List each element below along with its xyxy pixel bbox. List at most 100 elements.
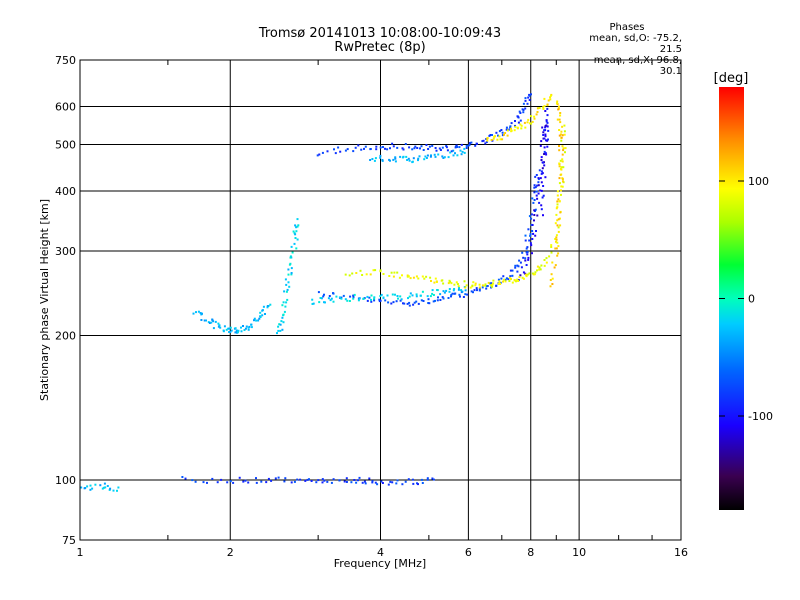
echo-point	[290, 273, 293, 276]
echo-point	[408, 301, 411, 304]
echo-point	[89, 488, 92, 491]
echo-point	[561, 158, 564, 161]
echo-point	[529, 234, 532, 237]
echo-point	[530, 115, 533, 118]
echo-point	[528, 94, 531, 97]
echo-point	[544, 125, 547, 127]
echo-point	[528, 215, 531, 218]
echo-point	[546, 125, 549, 128]
echo-point	[374, 269, 377, 272]
echo-point	[250, 323, 253, 326]
x-tick-label: 10	[572, 546, 586, 559]
echo-point	[348, 300, 351, 302]
echo-point	[560, 139, 563, 142]
echo-point	[287, 281, 290, 284]
echo-point	[517, 280, 520, 282]
echo-point	[555, 213, 558, 216]
echo-point	[370, 298, 372, 301]
echo-point	[212, 327, 215, 330]
phase-stats-o: mean, sd,O: -75.2, 21.5	[589, 33, 682, 55]
echo-point	[427, 148, 430, 150]
echo-point	[474, 144, 477, 147]
echo-point	[521, 251, 524, 254]
echo-point	[433, 153, 436, 156]
echo-point	[311, 298, 314, 301]
echo-point	[560, 166, 563, 169]
echo-point	[558, 165, 561, 168]
echo-point	[374, 481, 377, 484]
echo-point	[558, 118, 561, 121]
echo-point	[409, 277, 412, 280]
echo-point	[498, 280, 501, 283]
echo-point	[542, 106, 545, 109]
echo-point	[541, 172, 544, 175]
echo-point	[533, 117, 536, 120]
echo-point	[289, 256, 292, 259]
echo-point	[544, 176, 547, 179]
echo-point	[460, 143, 463, 146]
echo-point	[288, 285, 291, 288]
echo-point	[554, 247, 557, 250]
echo-point	[282, 301, 285, 304]
echo-point	[474, 282, 477, 285]
echo-point	[525, 264, 528, 266]
echo-point	[561, 134, 564, 137]
echo-point	[339, 150, 342, 153]
echo-point	[437, 296, 439, 299]
echo-point	[461, 150, 464, 153]
echo-point	[317, 479, 320, 482]
echo-point	[528, 272, 531, 275]
echo-point	[321, 478, 324, 481]
echo-point	[401, 483, 404, 486]
echo-point	[510, 127, 512, 130]
echo-point	[514, 266, 517, 269]
echo-point	[517, 265, 520, 268]
echo-point	[526, 121, 529, 124]
echo-point	[345, 477, 348, 480]
echo-point	[555, 240, 557, 243]
echo-point	[516, 270, 519, 273]
echo-point	[404, 480, 407, 483]
echo-point	[516, 126, 519, 129]
echo-point	[556, 200, 559, 203]
echo-point	[531, 252, 533, 255]
echo-point	[517, 121, 520, 124]
echo-point	[283, 290, 286, 293]
echo-point	[558, 182, 561, 185]
echo-point	[295, 247, 298, 250]
echo-point	[285, 283, 288, 286]
echo-point	[404, 143, 407, 145]
echo-point	[499, 281, 502, 284]
echo-point	[550, 244, 553, 247]
echo-point	[558, 162, 561, 165]
echo-point	[293, 480, 296, 483]
echo-point	[557, 252, 560, 255]
echo-point	[420, 299, 423, 302]
echo-point	[431, 477, 434, 480]
echo-point	[519, 112, 522, 114]
echo-point	[306, 478, 309, 481]
echo-point	[430, 280, 432, 282]
echo-point	[354, 146, 357, 149]
echo-point	[554, 222, 557, 225]
echo-point	[401, 274, 403, 277]
echo-point	[465, 144, 468, 147]
echo-point	[290, 481, 293, 484]
echo-point	[471, 284, 474, 287]
echo-point	[89, 484, 92, 487]
echo-point	[549, 98, 552, 101]
echo-point	[481, 286, 484, 289]
echo-point	[531, 120, 534, 123]
echo-point	[557, 230, 560, 233]
echo-point	[530, 122, 533, 125]
echo-point	[419, 147, 421, 150]
echo-point	[403, 302, 406, 305]
echo-point	[537, 184, 540, 187]
echo-point	[287, 268, 290, 271]
echo-point	[452, 154, 455, 157]
echo-point	[184, 477, 187, 480]
echo-point	[431, 292, 434, 295]
echo-point	[526, 102, 529, 105]
echo-point	[427, 298, 430, 301]
echo-point	[466, 293, 469, 296]
